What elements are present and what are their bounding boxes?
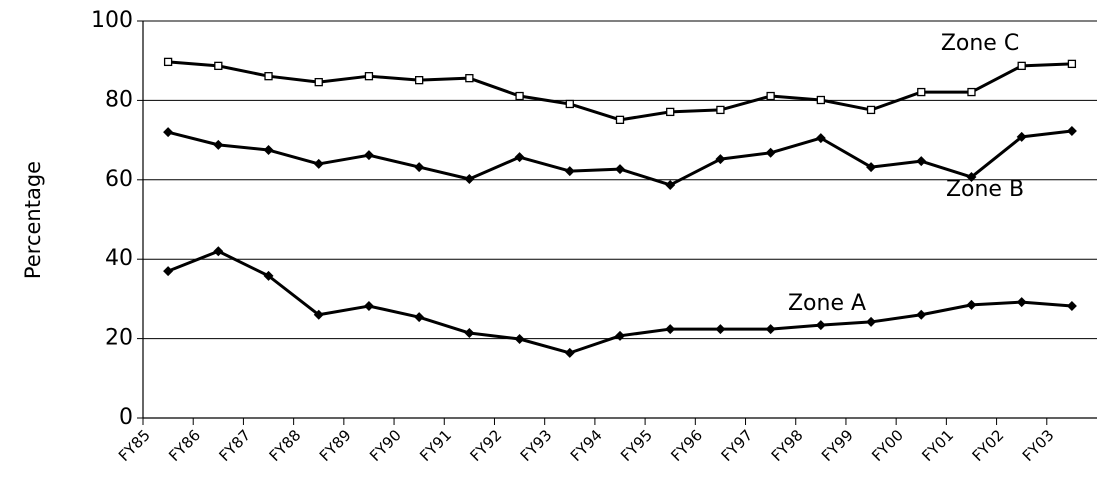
x-tick-label: FY98: [768, 426, 807, 465]
x-tick-label: FY90: [366, 426, 405, 465]
marker: [464, 174, 475, 185]
marker: [815, 133, 826, 144]
series-label: Zone A: [788, 291, 866, 316]
marker: [464, 328, 475, 339]
marker: [515, 91, 524, 101]
y-tick-label: 80: [105, 87, 133, 112]
marker: [414, 312, 425, 323]
x-tick-label: FY96: [667, 426, 706, 465]
marker: [765, 147, 776, 158]
series-line: [167, 60, 1072, 122]
y-tick-label: 100: [91, 8, 133, 33]
x-tick-label: FY03: [1019, 426, 1058, 465]
marker: [1017, 61, 1026, 71]
series-line: [167, 129, 1073, 187]
marker: [263, 145, 274, 156]
marker: [866, 316, 877, 327]
marker: [1067, 59, 1077, 69]
x-tick-label: FY99: [818, 426, 857, 465]
y-tick-label: 60: [105, 167, 133, 192]
marker: [967, 87, 976, 97]
marker: [766, 91, 775, 101]
marker: [565, 99, 574, 109]
marker: [414, 162, 425, 173]
x-tick-label: FY02: [969, 426, 1008, 465]
marker: [615, 330, 625, 341]
marker: [163, 57, 173, 67]
marker: [715, 154, 726, 165]
marker: [415, 76, 424, 85]
marker: [314, 77, 323, 87]
y-tick-label: 20: [105, 326, 133, 351]
marker: [1066, 301, 1077, 312]
marker: [916, 156, 927, 167]
marker: [465, 74, 474, 83]
marker: [866, 105, 876, 115]
x-tick-label: FY91: [416, 426, 455, 465]
marker: [313, 158, 324, 169]
marker: [665, 179, 676, 190]
series-label: Zone B: [946, 177, 1024, 202]
marker: [916, 309, 927, 320]
marker: [1066, 125, 1077, 136]
marker: [715, 324, 726, 335]
marker: [163, 266, 174, 277]
marker: [564, 166, 575, 177]
marker: [966, 172, 977, 183]
series-label: Zone C: [941, 31, 1019, 56]
x-tick-label: FY92: [466, 426, 505, 465]
marker: [716, 105, 725, 115]
marker: [213, 139, 224, 150]
marker: [564, 347, 575, 358]
marker: [866, 162, 877, 173]
marker: [213, 246, 224, 257]
marker: [665, 324, 676, 335]
marker: [815, 320, 826, 331]
y-tick-label: 40: [105, 246, 133, 271]
marker: [1016, 131, 1027, 142]
marker: [514, 152, 525, 163]
marker: [364, 72, 374, 81]
marker: [615, 115, 625, 125]
marker: [214, 61, 223, 71]
x-tick-label: FY94: [567, 426, 606, 465]
y-axis-label: Percentage: [21, 161, 45, 279]
marker: [363, 150, 374, 161]
x-tick-label: FY87: [215, 426, 254, 465]
x-tick-label: FY88: [266, 426, 305, 465]
marker: [363, 301, 374, 312]
y-tick-label: 0: [119, 405, 133, 430]
x-tick-label: FY85: [115, 426, 154, 465]
marker: [514, 333, 525, 344]
marker: [163, 127, 174, 138]
marker: [816, 95, 825, 105]
marker: [666, 107, 675, 117]
marker: [966, 299, 977, 310]
x-tick-label: FY00: [868, 426, 907, 465]
marker: [765, 324, 776, 335]
marker: [1016, 297, 1027, 308]
marker: [263, 270, 274, 281]
marker: [313, 309, 324, 320]
x-tick-label: FY93: [517, 426, 556, 465]
marker: [615, 164, 625, 175]
marker: [264, 72, 273, 81]
x-tick-label: FY86: [165, 426, 204, 465]
x-tick-label: FY89: [316, 426, 355, 465]
x-tick-label: FY95: [617, 426, 656, 465]
x-tick-label: FY97: [718, 426, 757, 465]
x-tick-label: FY01: [918, 426, 957, 465]
marker: [917, 87, 926, 97]
